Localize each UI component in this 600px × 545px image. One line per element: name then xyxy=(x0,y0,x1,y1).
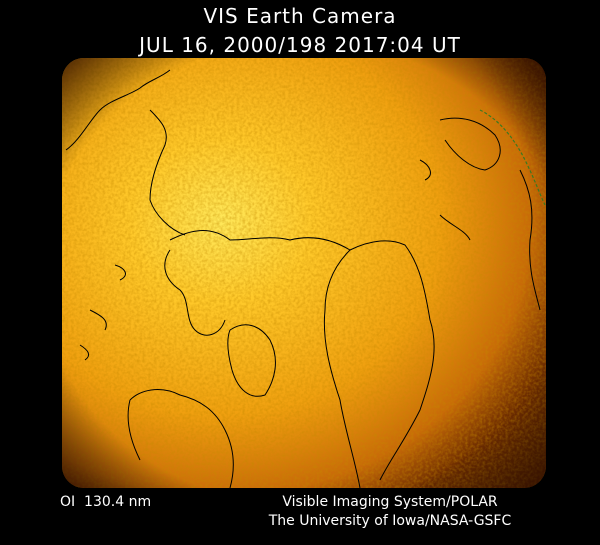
coastlines xyxy=(65,69,546,488)
earth-image xyxy=(62,58,546,488)
instrument: Visible Imaging System/POLAR xyxy=(282,494,498,510)
credit: The University of Iowa/NASA-GSFC xyxy=(268,513,512,529)
timestamp: JUL 16, 2000/198 2017:04 UT xyxy=(137,33,461,57)
wavelength: OI 130.4 nm xyxy=(60,494,151,510)
title: VIS Earth Camera xyxy=(203,4,396,28)
